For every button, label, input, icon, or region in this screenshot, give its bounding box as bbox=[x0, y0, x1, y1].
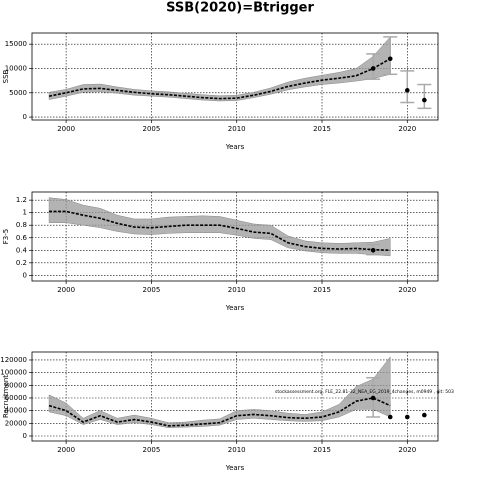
figure-title: SSB(2020)=Btrigger bbox=[166, 1, 314, 16]
x-tick-label: 2015 bbox=[313, 125, 331, 133]
x-tick-label: 2000 bbox=[57, 125, 75, 133]
y-tick-label: 100000 bbox=[0, 369, 27, 377]
y-tick-label: 0 bbox=[23, 113, 27, 121]
x-axis-label: Years bbox=[225, 143, 245, 151]
x-tick-label: 2005 bbox=[142, 286, 160, 294]
y-tick-label: 120000 bbox=[0, 356, 27, 364]
y-tick-label: 0.8 bbox=[16, 221, 27, 229]
point bbox=[370, 247, 376, 253]
x-tick-label: 2020 bbox=[398, 446, 416, 454]
plot-area bbox=[32, 33, 438, 120]
x-tick-label: 2000 bbox=[57, 446, 75, 454]
point bbox=[422, 412, 427, 418]
y-tick-label: 0 bbox=[23, 271, 27, 279]
y-tick-label: 0.2 bbox=[16, 259, 27, 267]
x-tick-label: 2010 bbox=[228, 446, 246, 454]
x-tick-label: 2015 bbox=[313, 446, 331, 454]
y-tick-label: 1.2 bbox=[16, 196, 27, 204]
x-tick-label: 2020 bbox=[398, 125, 416, 133]
axes-frame bbox=[31, 32, 439, 121]
y-tick-label: 1 bbox=[23, 209, 27, 217]
x-tick-label: 2010 bbox=[228, 125, 246, 133]
y-tick-label: 80000 bbox=[5, 381, 27, 389]
point bbox=[387, 56, 393, 62]
x-tick-label: 2010 bbox=[228, 286, 246, 294]
confidence-band bbox=[48, 197, 391, 257]
y-tick-label: 20000 bbox=[5, 419, 27, 427]
y-tick-label: 0 bbox=[23, 432, 27, 440]
point bbox=[370, 66, 376, 71]
y-tick-label: 10000 bbox=[5, 64, 27, 72]
y-tick-label: 40000 bbox=[5, 407, 27, 415]
plot-area bbox=[32, 352, 438, 441]
x-tick-label: 2020 bbox=[398, 286, 416, 294]
x-tick-label: 2005 bbox=[142, 446, 160, 454]
x-tick-label: 2000 bbox=[57, 286, 75, 294]
y-tick-label: 0.6 bbox=[16, 234, 28, 242]
point bbox=[404, 414, 410, 420]
point bbox=[370, 395, 376, 401]
point bbox=[404, 88, 410, 93]
y-tick-label: 0.4 bbox=[16, 246, 28, 254]
axes-frame bbox=[31, 191, 439, 282]
y-tick-label: 5000 bbox=[9, 89, 27, 97]
point bbox=[422, 97, 427, 103]
y-axis-label: F3-5 bbox=[2, 229, 10, 244]
x-tick-label: 2015 bbox=[313, 286, 331, 294]
y-axis-label: Recruitment bbox=[2, 375, 10, 418]
y-tick-label: 60000 bbox=[5, 394, 27, 402]
x-tick-label: 2005 bbox=[142, 125, 160, 133]
x-axis-label: Years bbox=[225, 464, 245, 472]
axes-frame bbox=[31, 351, 439, 442]
estimate-line bbox=[48, 397, 391, 427]
annotation: stockassessment.org, FLE_22.81-32_NEA_EG… bbox=[275, 389, 454, 395]
x-axis-label: Years bbox=[225, 304, 245, 312]
plot-area bbox=[32, 192, 438, 281]
estimate-line bbox=[49, 210, 391, 252]
point bbox=[387, 414, 393, 420]
confidence-band bbox=[48, 36, 391, 102]
y-axis-label: SSB bbox=[2, 69, 10, 83]
y-tick-label: 15000 bbox=[5, 40, 27, 48]
estimate-line bbox=[48, 58, 391, 100]
